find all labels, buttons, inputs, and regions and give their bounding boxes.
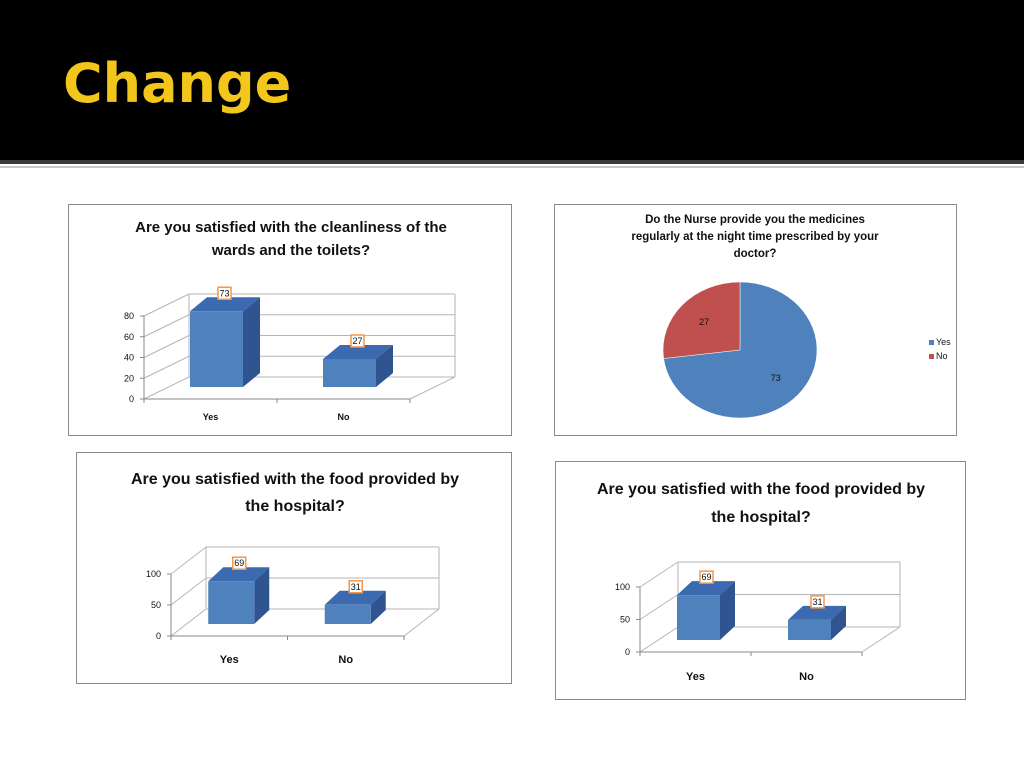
bar-top <box>323 344 393 359</box>
y-tick-label: 100 <box>146 569 161 579</box>
gridline-diagonal <box>170 577 207 606</box>
legend-label-yes: Yes <box>936 337 951 347</box>
bar-top <box>788 605 846 620</box>
data-label-box <box>699 570 714 584</box>
chart-title-line-1: Do the Nurse provide you the medicines <box>645 214 865 226</box>
bar-side <box>720 581 735 640</box>
bar-top <box>324 590 386 605</box>
legend-swatch-no <box>929 354 934 359</box>
pie-slice <box>663 281 818 419</box>
bar-side <box>243 297 260 387</box>
y-tick-label: 40 <box>124 353 134 363</box>
data-label: 69 <box>234 558 244 568</box>
y-tick-label: 0 <box>129 394 134 404</box>
plot-area: 0 20 40 60 80 73 Yes 27 No <box>124 286 456 422</box>
gridline-diagonal <box>143 335 190 358</box>
data-label: 73 <box>771 373 781 383</box>
x-category-label: Yes <box>220 654 239 666</box>
y-tick-label: 0 <box>156 631 161 641</box>
chart-food-2-svg: Are you satisfied with the food provided… <box>597 481 925 683</box>
bar <box>323 358 376 387</box>
bar <box>190 311 243 387</box>
bar-top <box>190 297 260 312</box>
gridline-diagonal <box>639 561 679 588</box>
gridline-diagonal <box>143 293 190 317</box>
bar <box>208 581 255 624</box>
bar <box>677 595 720 640</box>
chart-title-line-1: Are you satisfied with the food provided… <box>131 471 459 488</box>
header-divider <box>0 160 1024 164</box>
chart-title-line-2: the hospital? <box>245 498 345 515</box>
y-tick-label: 50 <box>151 600 161 610</box>
data-label: 31 <box>351 582 361 592</box>
gridline-diagonal <box>170 546 207 575</box>
bar-side <box>831 605 846 640</box>
y-tick-label: 50 <box>620 615 630 625</box>
data-label: 27 <box>352 336 362 346</box>
chart-title-line-2: the hospital? <box>711 509 811 526</box>
bar-side <box>254 567 270 624</box>
chart-nurse-medicines: Do the Nurse provide you the medicines r… <box>554 204 957 436</box>
pie-slice <box>662 281 741 359</box>
pie-area: 73 27 <box>662 281 818 419</box>
y-tick-label: 80 <box>124 311 134 321</box>
data-label-box <box>350 334 365 348</box>
bar-top <box>208 567 270 582</box>
y-tick-label: 0 <box>625 647 630 657</box>
slide-header: Change <box>0 0 1024 160</box>
x-category-label: No <box>338 412 350 422</box>
chart-title-line-1: Are you satisfied with the cleanliness o… <box>135 219 447 236</box>
header-divider-light <box>0 166 1024 168</box>
x-category-label: Yes <box>203 412 219 422</box>
chart-food-1: Are you satisfied with the food provided… <box>76 452 512 684</box>
bar-side <box>370 590 386 624</box>
bar <box>324 604 371 624</box>
data-label-box <box>232 556 247 570</box>
chart-title-line-1: Are you satisfied with the food provided… <box>597 481 925 498</box>
chart-food-1-svg: Are you satisfied with the food provided… <box>131 471 459 666</box>
data-label: 69 <box>701 572 711 582</box>
chart-food-2: Are you satisfied with the food provided… <box>555 461 966 700</box>
floor-edge <box>403 608 440 637</box>
chart-title-line-2: wards and the toilets? <box>211 242 370 259</box>
bar <box>788 619 831 640</box>
data-label: 73 <box>219 288 229 298</box>
bar-top <box>677 581 735 596</box>
gridline-diagonal <box>143 314 190 338</box>
y-tick-label: 60 <box>124 332 134 342</box>
plot-area: 0 50 100 69 Yes 31 No <box>615 561 901 683</box>
legend-label-no: No <box>936 351 948 361</box>
chart-cleanliness: Are you satisfied with the cleanliness o… <box>68 204 512 436</box>
gridline-diagonal <box>143 376 190 400</box>
bar-side <box>376 344 393 387</box>
data-label: 31 <box>812 597 822 607</box>
y-tick-label: 20 <box>124 373 134 383</box>
x-category-label: Yes <box>686 671 705 683</box>
y-tick-label: 100 <box>615 582 630 592</box>
x-category-label: No <box>799 671 814 683</box>
chart-cleanliness-svg: Are you satisfied with the cleanliness o… <box>124 219 456 422</box>
chart-title-line-2: regularly at the night time prescribed b… <box>631 231 879 243</box>
data-label-box <box>810 595 825 609</box>
data-label: 27 <box>699 317 709 327</box>
floor-edge <box>409 376 456 400</box>
x-category-label: No <box>338 654 353 666</box>
chart-nurse-medicines-svg: Do the Nurse provide you the medicines r… <box>631 214 951 419</box>
slide-title: Change <box>63 52 292 115</box>
chart-title-line-3: doctor? <box>734 248 777 260</box>
gridline-diagonal <box>143 355 190 379</box>
floor-edge <box>861 626 901 653</box>
plot-area: 0 50 100 69 Yes 31 No <box>146 546 440 666</box>
data-label-box <box>348 580 363 594</box>
legend-swatch-yes <box>929 340 934 345</box>
gridline-diagonal <box>639 594 679 620</box>
gridline-diagonal <box>170 608 207 637</box>
data-label-box <box>217 286 232 301</box>
gridline-diagonal <box>639 626 679 653</box>
